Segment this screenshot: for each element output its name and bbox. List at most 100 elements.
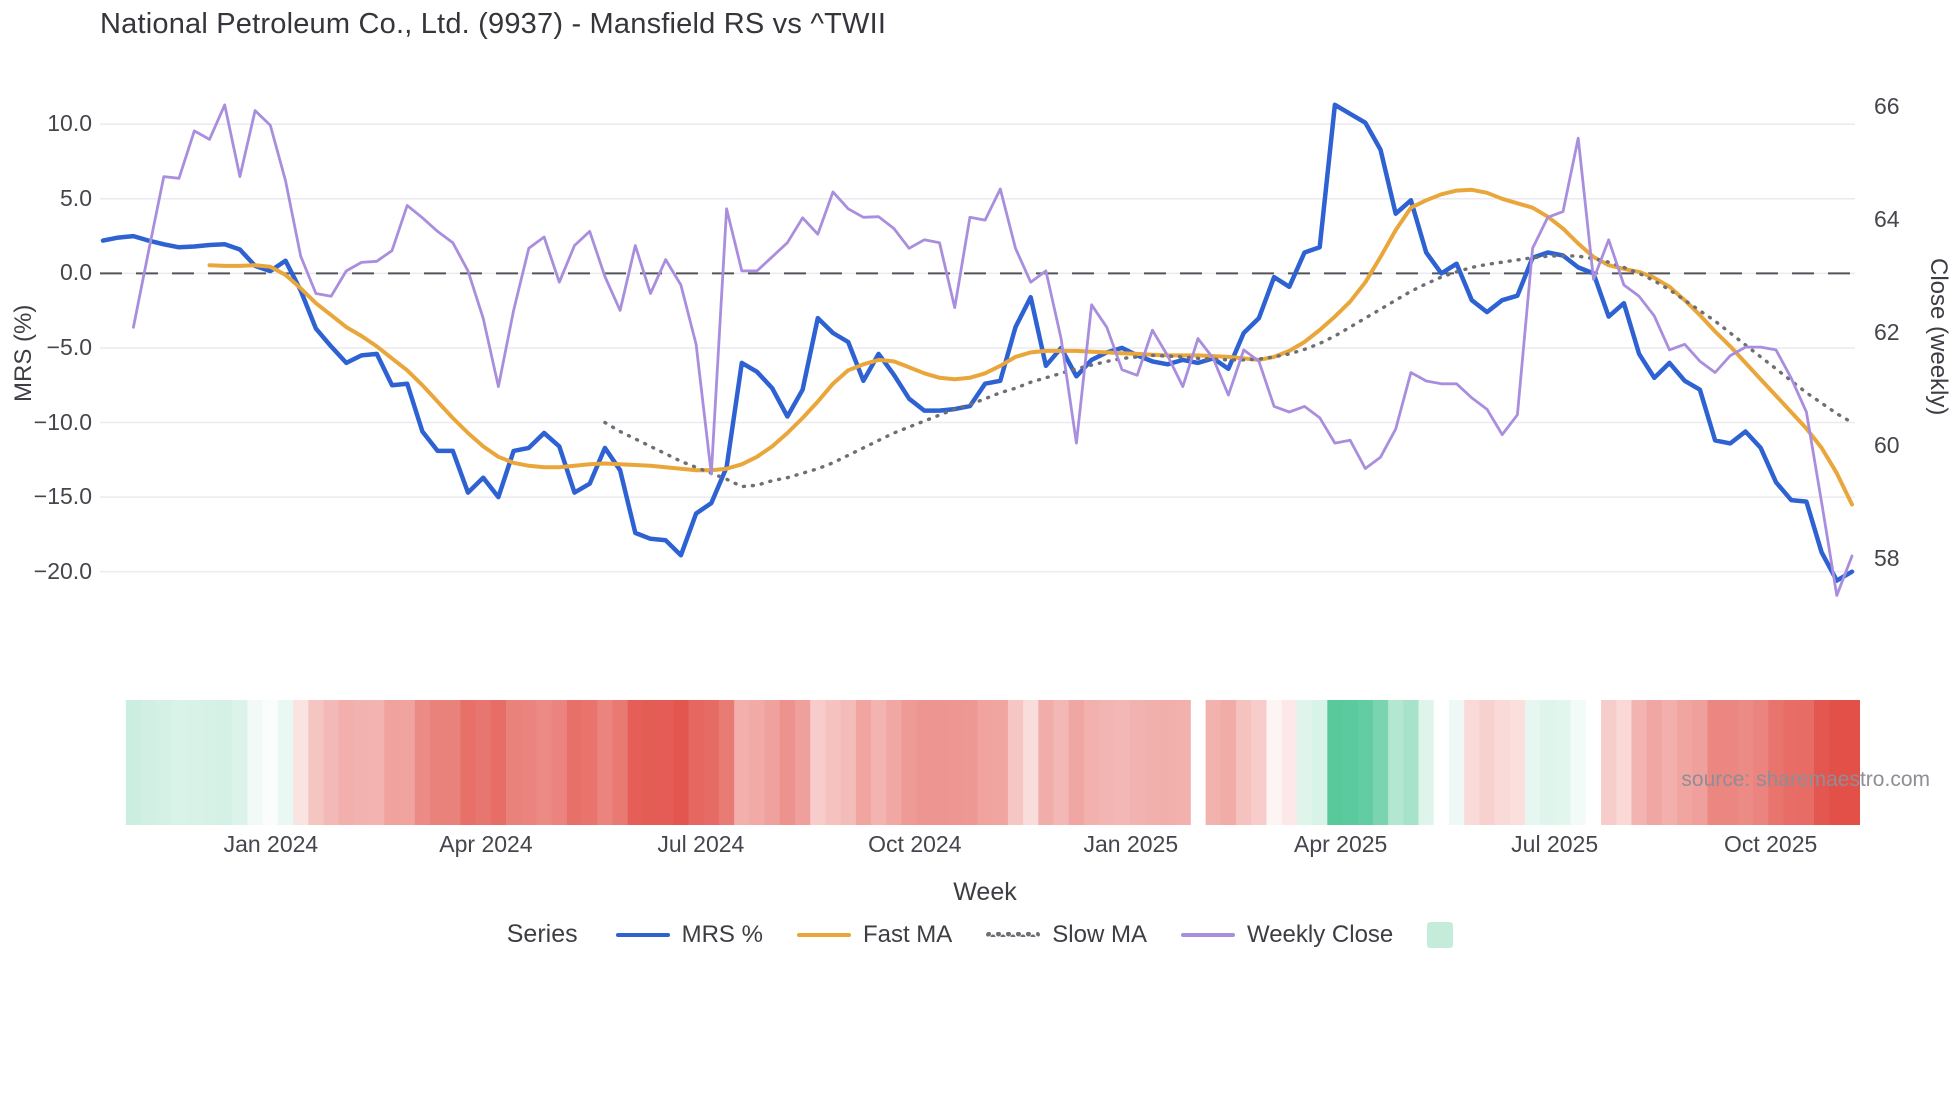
heatmap-cell (1144, 700, 1161, 825)
heatmap-cell (1722, 700, 1739, 825)
heatmap-cell (308, 700, 324, 825)
y-tick-label-right: 62 (1874, 318, 1900, 345)
mrs-line (100, 102, 1855, 583)
heatmap-cell (1023, 700, 1039, 825)
x-tick-label: Jan 2025 (1083, 831, 1179, 857)
heatmap-cell (612, 700, 629, 825)
heatmap-cell (201, 700, 218, 825)
x-tick-label: Jan 2024 (223, 831, 319, 857)
heatmap-cell (217, 700, 233, 825)
heatmap-cell (384, 700, 400, 825)
heatmap-cell (1616, 700, 1632, 825)
heatmap-cell (1448, 700, 1465, 825)
heatmap-cell (1433, 700, 1450, 825)
heatmap-cell (566, 700, 583, 825)
heatmap-cell (1312, 700, 1328, 825)
heatmap-cell (1677, 700, 1693, 825)
heatmap-cell (1160, 700, 1176, 825)
heatmap-cell (1175, 700, 1191, 825)
heatmap-cell (475, 700, 492, 825)
heatmap-cell (1327, 700, 1343, 825)
heatmap-cell (855, 700, 872, 825)
y-tick-label-left: 10.0 (47, 110, 92, 137)
x-tick-label: Jul 2025 (1511, 831, 1599, 857)
heatmap-cell (992, 700, 1009, 825)
heatmap-cell (749, 700, 765, 825)
heatmap-cell (825, 700, 842, 825)
heatmap-cell (916, 700, 933, 825)
heatmap-cell (1753, 700, 1769, 825)
y-tick-label-right: 58 (1874, 544, 1900, 571)
heatmap-cell (764, 700, 781, 825)
heatmap-cell (262, 700, 279, 825)
heatmap-cell (810, 700, 826, 825)
heatmap-cell (597, 700, 613, 825)
heatmap-cell (414, 700, 431, 825)
heatmap-cell (688, 700, 705, 825)
heatmap-cell (506, 700, 522, 825)
x-tick-label: Apr 2024 (439, 831, 533, 857)
slow-ma-line (603, 253, 1854, 489)
heatmap-cell (323, 700, 340, 825)
heatmap-cell (171, 700, 188, 825)
heatmap-cell (1494, 700, 1511, 825)
heatmap-cell (1479, 700, 1495, 825)
heatmap-cell (1403, 700, 1419, 825)
legend-title: Series (506, 920, 578, 948)
heatmap-cell (1083, 700, 1100, 825)
heatmap-cell (1631, 700, 1648, 825)
legend-swatch-mrs-line (615, 932, 670, 937)
heatmap-cell (247, 700, 264, 825)
x-tick-label: Oct 2024 (868, 831, 962, 857)
heatmap-cell (1296, 700, 1313, 825)
heatmap-cell (1707, 700, 1724, 825)
heatmap-cell (536, 700, 553, 825)
x-tick-label: Oct 2025 (1723, 831, 1818, 857)
heatmap-cell (1038, 700, 1054, 825)
heatmap-cell (962, 700, 978, 825)
heatmap-cell (1205, 700, 1222, 825)
x-tick-label: Jul 2024 (657, 831, 745, 857)
heatmap-cell (642, 700, 659, 825)
heatmap-cell (1783, 700, 1800, 825)
heatmap-cell (186, 700, 203, 825)
y-tick-label-right: 66 (1874, 93, 1900, 120)
heatmap-cell (1129, 700, 1146, 825)
heatmap-cell (1357, 700, 1374, 825)
heatmap-cell (977, 700, 994, 825)
legend-item-label: Fast MA (862, 920, 953, 948)
heatmap-cell (1099, 700, 1115, 825)
heatmap-cell (703, 700, 720, 825)
heatmap-cell (232, 700, 248, 825)
heatmap-cell (1798, 700, 1815, 825)
heatmap-cell (947, 700, 963, 825)
heatmap-cell (1342, 700, 1359, 825)
heatmap-cell (1768, 700, 1784, 825)
heatmap-cell (1585, 700, 1602, 825)
heatmap-cell (718, 700, 735, 825)
heatmap-cell (1372, 700, 1389, 825)
heatmap-cell (490, 700, 507, 825)
heatmap-cell (1007, 700, 1024, 825)
heatmap-cell (521, 700, 537, 825)
x-tick-label: Apr 2025 (1293, 831, 1388, 857)
legend-swatch-slow-ma-line (986, 932, 1041, 937)
legend-item-label: Slow MA (1052, 920, 1147, 948)
heatmap-cell (1236, 700, 1252, 825)
heatmap-cell (1813, 700, 1830, 825)
heatmap-cell (1555, 700, 1572, 825)
heatmap-cell (901, 700, 918, 825)
heatmap-cell (429, 700, 446, 825)
heatmap-cell (871, 700, 887, 825)
heatmap-cell (931, 700, 948, 825)
legend: Series MRS % Fast MA Slow MA Weekly Close (0, 920, 1960, 949)
y-tick-label-left: 0.0 (60, 259, 92, 286)
heatmap-cell (794, 700, 811, 825)
heatmap-cell (1053, 700, 1070, 825)
legend-item-mrs-line: MRS % (615, 921, 763, 949)
y-tick-label-right: 60 (1874, 431, 1900, 458)
heatmap-cell (1266, 700, 1283, 825)
legend-item-label: Weekly Close (1246, 920, 1394, 948)
chart-title: National Petroleum Co., Ltd. (9937) - Ma… (100, 8, 887, 40)
